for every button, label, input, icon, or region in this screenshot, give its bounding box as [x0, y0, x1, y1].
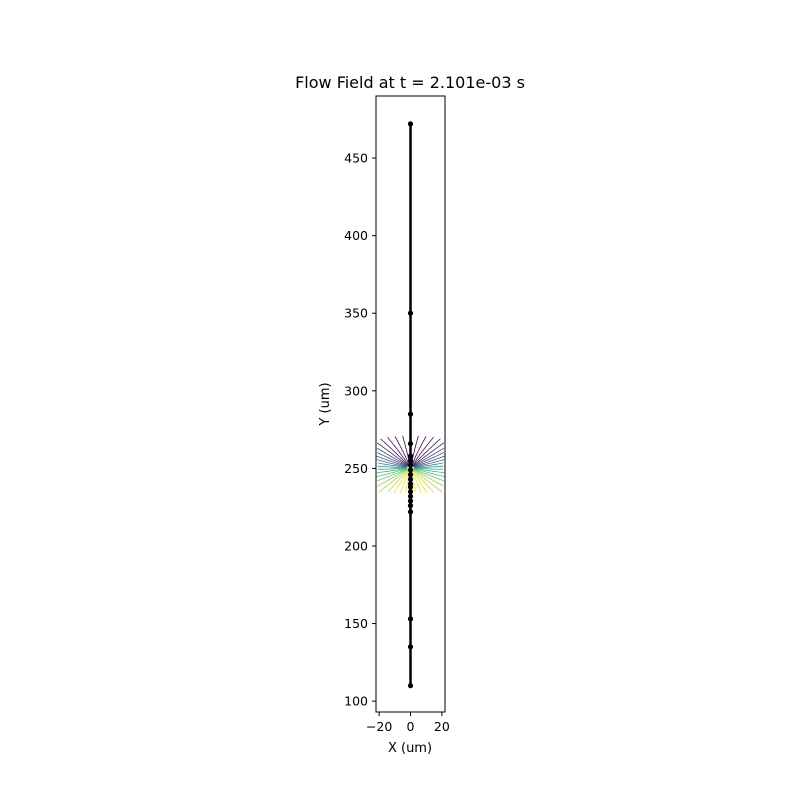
streamline: [378, 468, 409, 493]
y-tick-label: 100: [344, 694, 368, 709]
streamline: [413, 462, 443, 468]
x-tick-label: −20: [366, 719, 392, 734]
y-tick-label: 450: [344, 151, 368, 166]
streamline: [412, 438, 441, 466]
data-point: [407, 683, 414, 689]
data-point: [407, 411, 414, 417]
streamline: [376, 467, 408, 473]
streamline: [377, 452, 408, 467]
data-point: [407, 441, 414, 447]
data-point: [407, 489, 414, 495]
streamline: [413, 467, 445, 473]
streamline: [413, 468, 444, 482]
x-axis-label: X (um): [388, 741, 432, 756]
streamline: [411, 437, 434, 466]
chart-title: Flow Field at t = 2.101e-03 s: [295, 73, 525, 92]
streamline: [378, 467, 408, 470]
data-point: [407, 509, 414, 515]
data-point: [407, 476, 414, 482]
data-point: [407, 493, 414, 499]
y-axis-label: Y (um): [318, 382, 333, 426]
streamline: [393, 469, 410, 494]
streamline: [411, 469, 422, 494]
data-point: [407, 121, 414, 127]
x-tick-label: 20: [434, 719, 450, 734]
x-axis: −20 0 20: [366, 712, 450, 734]
data-point: [407, 453, 414, 459]
data-point: [407, 458, 414, 464]
streamline: [376, 468, 408, 477]
data-point: [407, 616, 414, 622]
streamline: [399, 469, 410, 494]
streamline: [413, 452, 444, 467]
y-tick-label: 200: [344, 538, 368, 553]
y-tick-label: 350: [344, 306, 368, 321]
streamline: [412, 469, 434, 493]
data-point: [407, 467, 414, 473]
streamline: [412, 468, 443, 493]
streamline: [412, 442, 445, 467]
data-point: [407, 462, 414, 468]
streamline: [377, 465, 408, 469]
streamline: [413, 459, 445, 468]
streamline: [378, 462, 408, 468]
streamline: [376, 455, 408, 468]
y-tick-label: 300: [344, 383, 368, 398]
data-point: [407, 644, 414, 650]
streamline: [377, 468, 409, 487]
streamline: [387, 437, 410, 466]
streamline: [411, 469, 428, 494]
y-tick-label: 400: [344, 228, 368, 243]
streamline: [377, 468, 408, 482]
y-tick-label: 150: [344, 616, 368, 631]
streamline: [413, 455, 445, 468]
y-tick-label: 250: [344, 461, 368, 476]
streamline: [376, 459, 408, 468]
data-point: [407, 503, 414, 509]
data-point: [407, 472, 414, 478]
streamline: [387, 469, 409, 493]
data-point: [407, 481, 414, 487]
data-point: [407, 498, 414, 504]
streamline: [412, 468, 444, 487]
streamline: [413, 468, 445, 477]
streamline: [413, 465, 444, 469]
streamline: [412, 447, 445, 467]
streamline: [411, 436, 427, 466]
streamline: [394, 436, 410, 466]
series-layer: [407, 121, 414, 689]
x-tick-label: 0: [407, 719, 415, 734]
streamline: [376, 442, 409, 467]
streamline: [413, 467, 443, 470]
streamline: [380, 438, 409, 466]
y-axis: 100 150 200 250 300 350 400 450: [344, 151, 376, 709]
streamline: [376, 447, 409, 467]
data-point: [407, 310, 414, 316]
